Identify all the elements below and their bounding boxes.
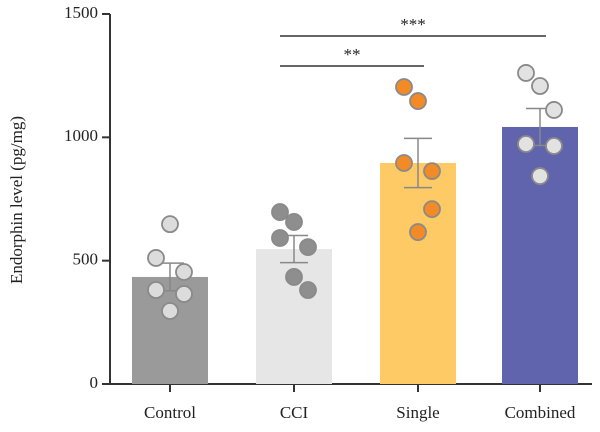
data-point xyxy=(517,135,535,153)
y-tick-label: 1500 xyxy=(64,3,98,22)
data-point xyxy=(299,281,317,299)
x-tick-label: Combined xyxy=(505,403,576,422)
x-tick-label: Control xyxy=(144,403,196,422)
y-tick-label: 1000 xyxy=(64,126,98,145)
data-point xyxy=(531,77,549,95)
y-axis-label: Endorphin level (pg/mg) xyxy=(7,116,26,284)
data-point xyxy=(423,200,441,219)
data-point xyxy=(147,281,165,299)
data-point xyxy=(147,249,165,267)
data-point xyxy=(299,238,317,257)
significance-label: ** xyxy=(344,45,361,64)
data-point xyxy=(161,215,179,234)
data-point xyxy=(161,302,179,320)
bar xyxy=(502,126,578,385)
y-tick-label: 500 xyxy=(73,250,99,269)
data-point xyxy=(271,203,289,221)
data-point xyxy=(531,167,549,185)
data-point xyxy=(409,92,427,110)
data-point xyxy=(285,268,303,286)
bar xyxy=(132,276,208,384)
data-point xyxy=(545,137,563,155)
data-point xyxy=(545,101,563,119)
data-point xyxy=(175,263,193,281)
data-point xyxy=(517,64,535,82)
data-point xyxy=(285,213,303,231)
data-point xyxy=(175,285,193,303)
significance-label: *** xyxy=(400,15,426,34)
data-point xyxy=(423,162,441,181)
data-point xyxy=(409,223,427,241)
x-tick-label: CCI xyxy=(280,403,309,422)
y-tick-label: 0 xyxy=(90,373,99,392)
data-point xyxy=(395,78,413,96)
x-tick-label: Single xyxy=(396,403,439,422)
data-point xyxy=(271,229,289,247)
bar xyxy=(380,162,456,384)
data-point xyxy=(395,154,413,172)
